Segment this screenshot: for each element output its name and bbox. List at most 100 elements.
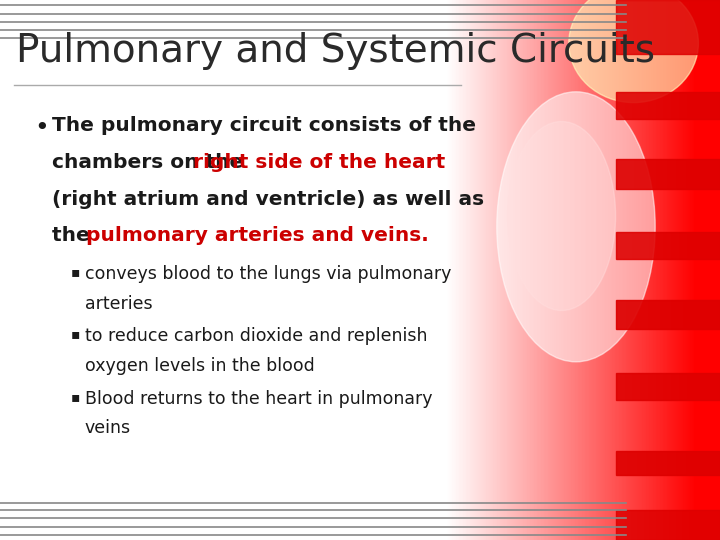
Bar — [647, 0, 649, 540]
Bar — [673, 0, 675, 540]
Ellipse shape — [508, 122, 616, 310]
Bar — [697, 0, 699, 540]
Bar — [483, 0, 485, 540]
Bar — [448, 0, 450, 540]
Bar — [454, 0, 455, 540]
Bar — [609, 0, 611, 540]
Bar — [456, 0, 458, 540]
Bar — [536, 0, 539, 540]
Bar — [481, 0, 482, 540]
Text: •: • — [35, 116, 49, 140]
Bar — [719, 0, 720, 540]
Bar — [579, 0, 581, 540]
Bar — [711, 0, 713, 540]
Bar — [694, 0, 696, 540]
Bar — [454, 0, 456, 540]
Bar — [526, 0, 528, 540]
Bar — [510, 0, 513, 540]
Bar — [615, 0, 617, 540]
Bar — [616, 0, 618, 540]
Bar — [685, 0, 687, 540]
Bar — [546, 0, 549, 540]
Bar — [501, 0, 503, 540]
Bar — [680, 0, 683, 540]
Bar — [460, 0, 462, 540]
Bar — [616, 0, 720, 54]
Bar — [712, 0, 714, 540]
Text: ▪: ▪ — [71, 265, 80, 279]
Bar — [563, 0, 564, 540]
Bar — [605, 0, 607, 540]
Bar — [472, 0, 474, 540]
Bar — [672, 0, 674, 540]
Bar — [518, 0, 520, 540]
Bar — [620, 0, 622, 540]
Bar — [595, 0, 598, 540]
Bar — [538, 0, 540, 540]
Text: oxygen levels in the blood: oxygen levels in the blood — [85, 357, 315, 375]
Bar — [597, 0, 599, 540]
Bar — [583, 0, 585, 540]
Bar — [616, 300, 720, 329]
Bar — [601, 0, 603, 540]
Bar — [466, 0, 468, 540]
Bar — [691, 0, 693, 540]
Text: (right atrium and ventricle) as well as: (right atrium and ventricle) as well as — [52, 190, 484, 208]
Bar — [577, 0, 580, 540]
Bar — [512, 0, 514, 540]
Bar — [586, 0, 588, 540]
Bar — [598, 0, 600, 540]
Bar — [671, 0, 672, 540]
Bar — [600, 0, 602, 540]
Bar — [616, 159, 720, 189]
Bar — [650, 0, 652, 540]
Bar — [709, 0, 711, 540]
Ellipse shape — [497, 92, 655, 362]
Text: right side of the heart: right side of the heart — [193, 153, 445, 172]
Bar — [451, 0, 453, 540]
Bar — [550, 0, 552, 540]
Bar — [636, 0, 639, 540]
Bar — [611, 0, 613, 540]
Bar — [462, 0, 464, 540]
Text: the: the — [52, 226, 96, 245]
Bar — [693, 0, 695, 540]
Bar — [613, 0, 616, 540]
Bar — [493, 0, 495, 540]
Bar — [629, 0, 631, 540]
Bar — [676, 0, 678, 540]
Bar — [539, 0, 541, 540]
Bar — [632, 0, 634, 540]
Bar — [463, 0, 465, 540]
Bar — [524, 0, 526, 540]
Bar — [527, 0, 529, 540]
Bar — [608, 0, 610, 540]
Bar — [557, 0, 559, 540]
Bar — [577, 0, 578, 540]
Bar — [701, 0, 703, 540]
Bar — [621, 0, 624, 540]
Bar — [487, 0, 490, 540]
Bar — [661, 0, 663, 540]
Bar — [705, 0, 707, 540]
Bar — [534, 0, 536, 540]
Bar — [700, 0, 701, 540]
Bar — [564, 0, 566, 540]
Bar — [559, 0, 561, 540]
Bar — [623, 0, 625, 540]
Bar — [490, 0, 492, 540]
Text: veins: veins — [85, 419, 131, 437]
Bar — [716, 0, 718, 540]
Text: Pulmonary and Systemic Circuits: Pulmonary and Systemic Circuits — [16, 32, 655, 70]
Bar — [590, 0, 592, 540]
Text: arteries: arteries — [85, 294, 153, 313]
Bar — [574, 0, 576, 540]
Bar — [594, 0, 596, 540]
Bar — [603, 0, 606, 540]
Bar — [560, 0, 562, 540]
Text: pulmonary arteries and veins.: pulmonary arteries and veins. — [86, 226, 428, 245]
Bar — [682, 0, 684, 540]
Bar — [618, 0, 619, 540]
Bar — [616, 92, 720, 119]
Bar — [679, 0, 681, 540]
